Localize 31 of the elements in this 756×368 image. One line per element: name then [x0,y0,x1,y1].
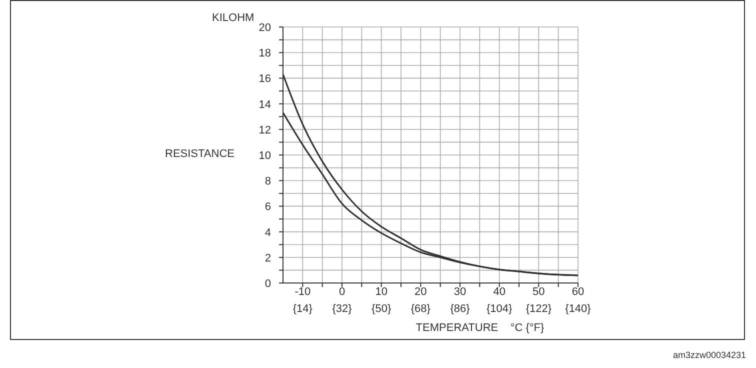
x-tick-label: 60 [572,286,584,298]
x-tick-label: 0 [338,286,346,298]
y-tick-label: 4 [264,226,271,239]
y-tick-label: 14 [258,98,271,111]
x-tick-label: 30 [454,286,466,298]
x2-tick-label: {68} [410,303,431,315]
y-tick-label: 16 [258,73,271,86]
x2-tick-label: {50} [372,303,392,315]
y-tick-label: 12 [258,124,271,136]
y-tick-label: 20 [258,22,271,34]
x-tick-label: 10 [375,286,388,298]
x-tick-label: 50 [532,286,545,298]
x2-tick-label: {86} [450,303,470,315]
y-tick-label: 2 [264,252,271,264]
y-tick-label: 0 [264,278,271,290]
y-tick-label: 18 [258,48,271,60]
y-tick-label: 6 [264,201,271,214]
y-tick-label: 10 [258,150,271,162]
y-tick-label: 8 [264,176,271,188]
x-tick-label: 40 [493,286,506,298]
x-tick-label: 20 [414,286,427,298]
y-axis-title: RESISTANCE [165,148,234,160]
x2-tick-label: {104} [486,303,513,315]
x-axis-title: TEMPERATURE °C {°F} [414,322,546,334]
x2-tick-label: {122} [526,303,552,315]
x2-tick-label: {140} [565,303,592,315]
x-tick-label: -10 [294,286,311,298]
text: am3zzw00034231 [672,350,746,360]
x2-tick-label: {32} [332,303,352,315]
text: KILOHM [212,12,254,24]
x2-tick-label: {14} [292,303,313,315]
